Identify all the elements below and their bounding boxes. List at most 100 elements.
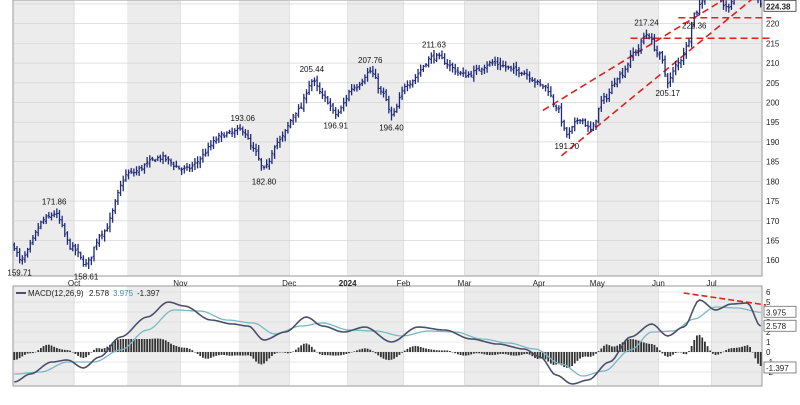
macd-histogram-bar (303, 344, 305, 352)
macd-histogram-bar (707, 346, 709, 352)
macd-histogram-bar (669, 352, 671, 356)
macd-histogram-bar (345, 352, 347, 354)
price-axis-tick-label: 190 (766, 138, 780, 147)
macd-histogram-bar (16, 352, 18, 359)
price-axis-tick-label: 185 (766, 158, 780, 167)
macd-legend-histogram-value: -1.397 (137, 289, 160, 298)
macd-histogram-bar (611, 346, 613, 352)
macd-histogram-bar (311, 347, 313, 352)
macd-histogram-bar (733, 348, 735, 352)
macd-histogram-bar (183, 348, 185, 352)
x-axis-month-label: 2024 (339, 279, 357, 288)
macd-value-badge: -1.397 (766, 364, 789, 373)
macd-histogram-bar (69, 351, 71, 352)
macd-histogram-bar (21, 352, 23, 356)
price-axis-tick-label: 195 (766, 118, 780, 127)
macd-histogram-bar (274, 352, 276, 354)
macd-histogram-bar (691, 346, 693, 352)
x-axis-month-label: Jul (706, 279, 716, 288)
macd-histogram-bar (499, 352, 501, 354)
macd-histogram-bar (717, 352, 719, 355)
macd-histogram-bar (683, 352, 685, 354)
macd-histogram-bar (648, 344, 650, 352)
macd-histogram-bar (223, 352, 225, 355)
x-axis-month-label: Jun (652, 279, 665, 288)
macd-histogram-bar (603, 346, 605, 352)
macd-histogram-bar (367, 349, 369, 352)
macd-histogram-bar (37, 350, 39, 352)
macd-histogram-bar (685, 352, 687, 354)
price-axis-tick-label: 215 (766, 39, 780, 48)
macd-histogram-bar (425, 349, 427, 352)
macd-histogram-bar (654, 345, 656, 352)
macd-histogram-bar (24, 352, 26, 355)
macd-histogram-bar (513, 352, 515, 356)
macd-histogram-bar (53, 347, 55, 352)
price-annotation: 159.71 (7, 268, 32, 277)
macd-axis-tick-label: 1 (766, 338, 771, 347)
price-axis-tick-label: 205 (766, 79, 780, 88)
macd-histogram-bar (186, 348, 188, 352)
macd-histogram-bar (90, 352, 92, 353)
macd-histogram-bar (85, 352, 87, 357)
macd-histogram-bar (526, 352, 528, 354)
macd-histogram-bar (731, 348, 733, 352)
macd-histogram-bar (59, 349, 61, 352)
price-annotation: 182.80 (252, 177, 277, 186)
macd-histogram-bar (197, 352, 199, 354)
macd-histogram-bar (704, 342, 706, 352)
macd-histogram-bar (215, 352, 217, 356)
macd-histogram-bar (396, 352, 398, 357)
macd-axis-tick-label: 5 (766, 298, 771, 307)
macd-histogram-bar (444, 350, 446, 352)
macd-histogram-bar (725, 350, 727, 352)
macd-histogram-bar (144, 339, 146, 352)
macd-histogram-bar (146, 339, 148, 352)
macd-histogram-bar (96, 348, 98, 352)
macd-histogram-bar (170, 344, 172, 352)
price-axis-tick-label: 165 (766, 237, 780, 246)
macd-histogram-bar (438, 350, 440, 352)
macd-histogram-bar (165, 340, 167, 352)
macd-histogram-bar (590, 352, 592, 357)
macd-histogram-bar (699, 335, 701, 352)
price-annotation: 205.44 (300, 65, 325, 74)
macd-histogram-bar (138, 339, 140, 352)
macd-histogram-bar (505, 352, 507, 354)
price-axis-tick-label: 210 (766, 59, 780, 68)
macd-histogram-bar (659, 350, 661, 352)
macd-histogram-bar (523, 352, 525, 354)
macd-histogram-bar (343, 352, 345, 355)
macd-histogram-bar (199, 352, 201, 356)
macd-histogram-bar (45, 345, 47, 352)
macd-histogram-bar (213, 352, 215, 357)
month-shade-macd (127, 286, 180, 386)
macd-histogram-bar (377, 352, 379, 355)
macd-histogram-bar (712, 352, 714, 354)
macd-histogram-bar (385, 352, 387, 360)
macd-histogram-bar (492, 352, 494, 355)
macd-histogram-bar (149, 339, 151, 352)
price-annotation: 191.70 (555, 142, 580, 151)
macd-histogram-bar (136, 339, 138, 352)
macd-histogram-bar (428, 349, 430, 352)
macd-histogram-bar (48, 345, 50, 352)
macd-histogram-bar (571, 352, 573, 366)
macd-histogram-bar (420, 347, 422, 352)
macd-axis-tick-label: 6 (766, 288, 771, 297)
macd-histogram-bar (606, 344, 608, 352)
macd-histogram-bar (409, 347, 411, 352)
macd-histogram-bar (40, 348, 42, 352)
macd-histogram-bar (462, 352, 464, 356)
macd-histogram-bar (231, 352, 233, 356)
macd-histogram-bar (67, 350, 69, 352)
macd-histogram-bar (430, 349, 432, 352)
macd-histogram-bar (252, 352, 254, 359)
macd-histogram-bar (553, 352, 555, 365)
macd-histogram-bar (88, 352, 90, 355)
macd-histogram-bar (263, 352, 265, 364)
macd-histogram-bar (412, 346, 414, 352)
macd-histogram-bar (125, 339, 127, 352)
macd-histogram-bar (162, 339, 164, 352)
